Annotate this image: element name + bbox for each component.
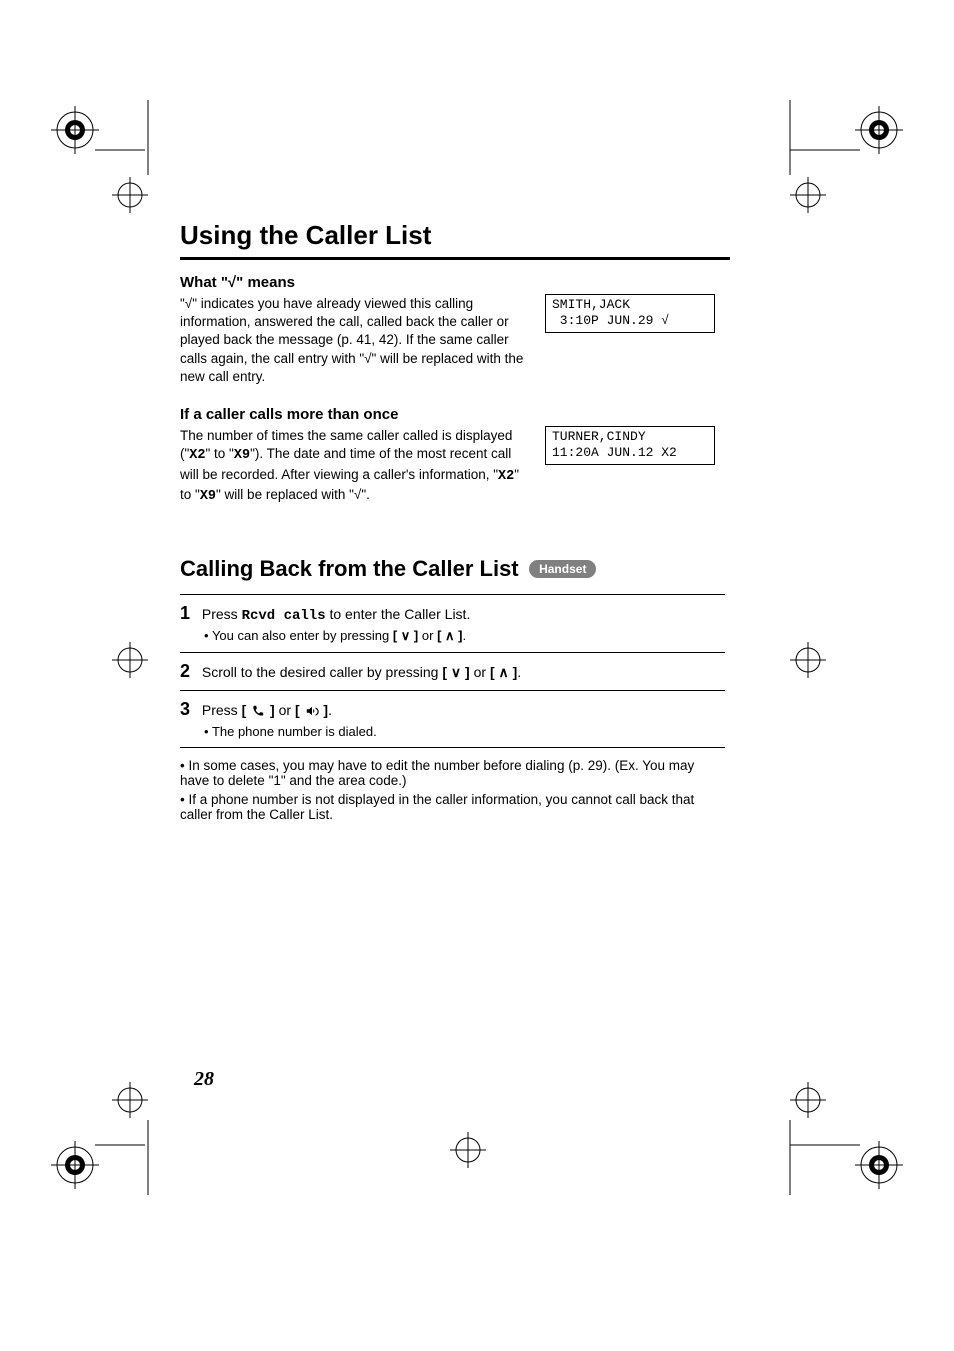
section-title-callback: Calling Back from the Caller List <box>180 556 519 581</box>
notes-list: • In some cases, you may have to edit th… <box>180 758 725 822</box>
page-content: Using the Caller List What "√" means "√"… <box>180 220 750 826</box>
body-repeat: The number of times the same caller call… <box>180 427 525 506</box>
step-2: 2 Scroll to the desired caller by pressi… <box>180 653 725 691</box>
lcd1-line1: SMITH,JACK <box>552 297 630 312</box>
step-3: 3 Press [ ] or [ ]. • The phone number i… <box>180 691 725 748</box>
speaker-key: [ ] <box>295 702 328 718</box>
title-rule <box>180 257 730 260</box>
speaker-icon <box>304 704 320 718</box>
step1-sub-bullet: • You can also enter by pressing [ ∨ ] o… <box>204 628 725 644</box>
step3-sub-bullet: • The phone number is dialed. <box>204 724 725 739</box>
section-repeat-caller: If a caller calls more than once The num… <box>180 406 750 506</box>
step-number-1: 1 <box>180 603 198 624</box>
lcd1-line2: 3:10P JUN.29 √ <box>552 313 669 328</box>
talk-key: [ ] <box>242 702 275 718</box>
step-number-3: 3 <box>180 699 198 720</box>
step-number-2: 2 <box>180 661 198 682</box>
down-key: [ ∨ ] <box>442 664 469 680</box>
handset-badge: Handset <box>529 560 596 578</box>
rcvd-calls-key: Rcvd calls <box>242 608 326 624</box>
up-key: [ ∧ ] <box>437 628 462 643</box>
body-checkmark: "√" indicates you have already viewed th… <box>180 295 525 386</box>
subheading-repeat: If a caller calls more than once <box>180 406 525 423</box>
down-key: [ ∨ ] <box>393 628 418 643</box>
note-2: • If a phone number is not displayed in … <box>180 792 725 822</box>
step-1: 1 Press Rcvd calls to enter the Caller L… <box>180 594 725 653</box>
page-number: 28 <box>194 1068 214 1091</box>
phone-icon <box>250 704 266 718</box>
up-key: [ ∧ ] <box>490 664 517 680</box>
section-calling-back: Calling Back from the Caller List Handse… <box>180 556 750 822</box>
lcd2-line1: TURNER,CINDY <box>552 429 646 444</box>
note-1: • In some cases, you may have to edit th… <box>180 758 725 788</box>
lcd2-line2: 11:20A JUN.12 X2 <box>552 445 677 460</box>
page-title: Using the Caller List <box>180 220 750 251</box>
section-checkmark-meaning: What "√" means "√" indicates you have al… <box>180 274 750 386</box>
lcd-display-1: SMITH,JACK 3:10P JUN.29 √ <box>545 294 715 333</box>
lcd-display-2: TURNER,CINDY 11:20A JUN.12 X2 <box>545 426 715 465</box>
subheading-checkmark: What "√" means <box>180 274 525 291</box>
